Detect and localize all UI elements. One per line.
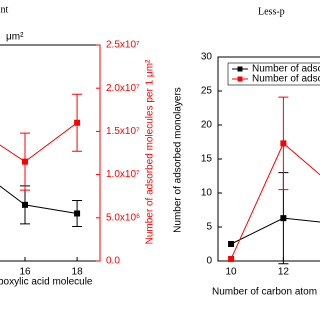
x-axis-label: boxylic acid molecule xyxy=(0,277,93,288)
point xyxy=(22,158,28,165)
point xyxy=(74,210,81,217)
point xyxy=(22,201,28,208)
y-tick-label: 20 xyxy=(201,120,213,131)
series-line xyxy=(0,185,78,214)
y-tick-label: 25 xyxy=(201,86,213,97)
x-tick-label: 18 xyxy=(72,267,84,278)
legend-marker xyxy=(237,66,243,72)
series-line xyxy=(0,122,78,163)
plot-frame xyxy=(217,56,320,262)
y-tick-label: 2.5x10⁷ xyxy=(106,40,140,51)
x-axis-label: Number of carbon atom xyxy=(212,287,317,298)
y-axis-label: Number of adsorbed monolayers xyxy=(173,87,184,233)
x-tick-label: 12 xyxy=(278,267,290,278)
point xyxy=(228,241,235,247)
point xyxy=(280,215,287,222)
legend-label: Number of adsorbed monol xyxy=(252,64,320,75)
series-line xyxy=(230,217,320,245)
chart-title: Less-p xyxy=(258,6,285,17)
y2-axis-label: Number of adsorbed molecules per 1 μm² xyxy=(145,59,156,244)
y-tick-label: 1.0x10⁷ xyxy=(106,169,140,180)
point xyxy=(280,140,287,147)
series-line xyxy=(230,142,320,260)
point xyxy=(74,119,81,126)
y-tick-label: 2.0x10⁷ xyxy=(106,83,140,94)
plot-area xyxy=(228,96,320,265)
x-tick-label: 10 xyxy=(226,267,238,278)
y-tick-label: 0 xyxy=(206,256,212,267)
y-tick-label: 5 xyxy=(206,222,212,233)
y-tick-label: 15 xyxy=(201,154,213,165)
legend-label: Number of adsorbed molecule xyxy=(252,74,320,85)
y-tick-label: 0.0 xyxy=(106,256,120,267)
plot-frame xyxy=(0,44,101,262)
y-tick-label: 5.0x10⁶ xyxy=(106,212,140,223)
y-tick-label: 10 xyxy=(201,188,213,199)
note: μm² xyxy=(6,32,24,43)
plot-area xyxy=(0,93,83,227)
y-tick-label: 1.5x10⁷ xyxy=(106,126,140,137)
chart-title: ant xyxy=(0,4,8,15)
x-tick-label: 16 xyxy=(19,267,31,278)
legend-box xyxy=(227,62,320,86)
y-tick-label: 30 xyxy=(201,52,213,63)
legend-marker xyxy=(237,76,243,82)
point xyxy=(228,255,235,262)
